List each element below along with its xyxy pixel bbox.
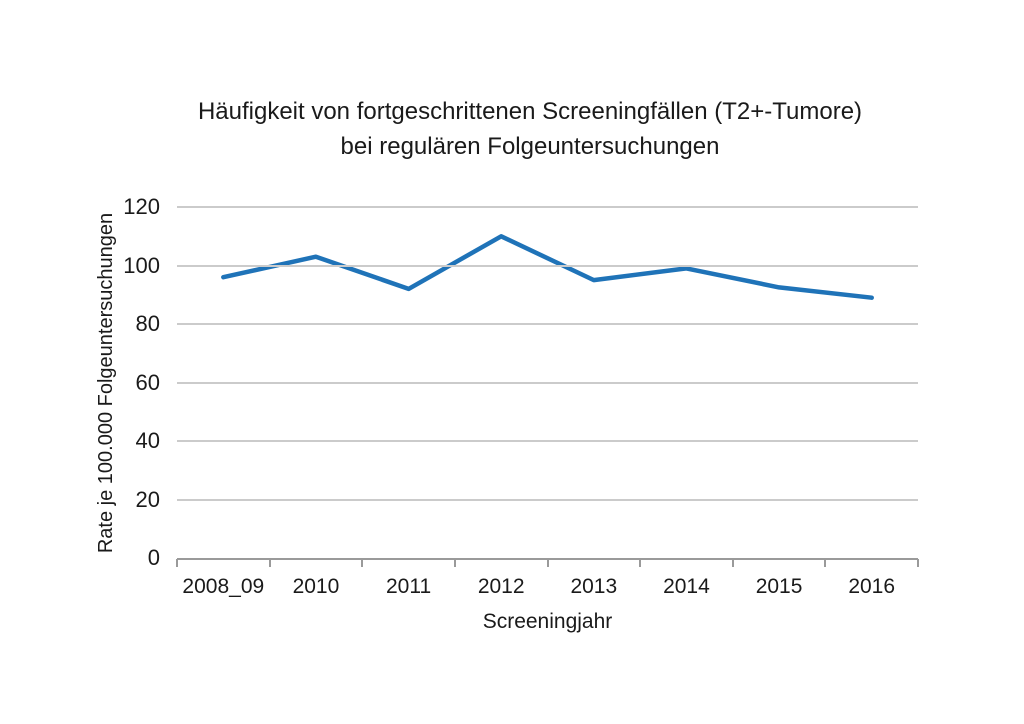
chart-title-line1: Häufigkeit von fortgeschrittenen Screeni…: [197, 98, 863, 125]
x-axis-tick: [639, 559, 642, 567]
x-tick-label-2014: 2014: [663, 575, 710, 598]
y-tick-label-60: 60: [135, 369, 160, 395]
gridline-120: [177, 206, 918, 208]
gridline-100: [177, 264, 918, 267]
x-axis-tick: [268, 559, 271, 567]
x-axis-title: Screeningjahr: [482, 610, 613, 633]
x-tick-label-2008_09: 2008_09: [182, 575, 265, 598]
y-tick-label-40: 40: [135, 428, 160, 453]
x-axis-tick: [546, 559, 549, 567]
x-tick-label-2015: 2015: [755, 575, 803, 598]
plot-area: [177, 206, 918, 560]
chart-title: Häufigkeit von fortgeschrittenen Screeni…: [135, 94, 925, 164]
x-tick-label-2013: 2013: [570, 575, 618, 598]
x-axis-tick: [176, 559, 178, 567]
x-tick-label-2011: 2011: [385, 575, 432, 598]
gridline-40: [177, 440, 918, 442]
x-tick-label-2010: 2010: [292, 575, 340, 598]
x-tick-label-2012: 2012: [477, 575, 525, 598]
y-tick-label-100: 100: [123, 252, 160, 278]
gridline-80: [177, 323, 918, 325]
data-line: [221, 234, 874, 300]
x-axis-tick: [361, 559, 364, 567]
x-axis-tick: [824, 559, 827, 567]
x-axis-tick: [917, 559, 919, 567]
x-tick-label-2016: 2016: [848, 575, 896, 598]
y-tick-label-80: 80: [135, 311, 160, 336]
y-tick-label-0: 0: [147, 545, 160, 570]
x-axis-tick: [453, 559, 456, 567]
y-tick-label-20: 20: [135, 486, 160, 512]
chart-title-line2: bei regulären Folgeuntersuchungen: [340, 133, 720, 160]
data-line-svg: [221, 234, 874, 300]
gridline-60: [177, 381, 918, 384]
y-tick-label-120: 120: [123, 194, 160, 219]
gridline-20: [177, 498, 918, 501]
x-axis-tick: [731, 559, 734, 567]
